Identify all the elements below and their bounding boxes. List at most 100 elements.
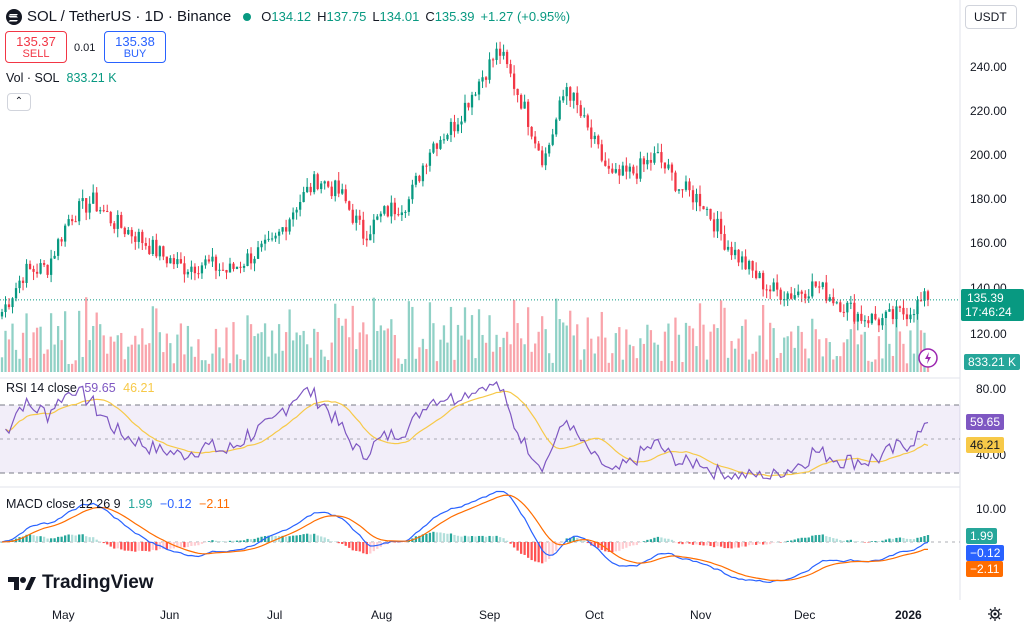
- volume-bar: [684, 322, 688, 372]
- candle: [242, 265, 246, 268]
- volume-bar: [151, 306, 154, 372]
- macd-hist-bar: [611, 542, 614, 553]
- time-tick: May: [52, 608, 75, 622]
- macd-hist-bar: [762, 542, 765, 545]
- volume-bar: [783, 337, 786, 372]
- volume-bar: [811, 318, 814, 372]
- candle: [4, 304, 7, 312]
- volume-bar: [807, 358, 810, 372]
- candle: [846, 302, 849, 313]
- candle: [670, 164, 674, 173]
- volume-bar: [649, 330, 653, 372]
- volume-bar: [207, 363, 211, 372]
- macd-hist-bar: [116, 542, 119, 549]
- volume-bar: [4, 330, 7, 372]
- macd-hist-bar: [534, 542, 537, 562]
- candle: [590, 127, 593, 140]
- candle: [635, 173, 639, 179]
- macd-hist-bar: [190, 542, 193, 546]
- candle: [839, 302, 842, 312]
- candle: [663, 162, 667, 169]
- volume-bar: [856, 344, 859, 372]
- macd-hist-bar: [740, 542, 744, 547]
- macd-hist-bar: [302, 534, 305, 542]
- macd-hist-bar: [839, 540, 842, 542]
- time-tick: Aug: [371, 608, 393, 622]
- candle: [491, 59, 495, 61]
- volume-bar: [467, 339, 470, 372]
- volume-bar: [113, 341, 116, 372]
- candle: [891, 309, 895, 320]
- volume-bar: [0, 357, 4, 372]
- rsi-legend-value: 59.65: [84, 381, 116, 395]
- volume-bar: [772, 328, 775, 372]
- macd-hist-bar: [779, 542, 782, 543]
- macd-hist-bar: [719, 542, 723, 547]
- volume-bar: [281, 350, 284, 372]
- volume-bar: [590, 338, 593, 372]
- buy-button[interactable]: 135.38 BUY: [104, 31, 166, 63]
- volume-bar: [386, 328, 389, 372]
- macd-hist-bar: [821, 534, 824, 542]
- candle: [614, 169, 617, 173]
- macd-hist-bar: [877, 541, 881, 542]
- volume-bar: [821, 356, 824, 372]
- volume-bar: [832, 359, 835, 372]
- candle: [558, 100, 561, 120]
- macd-hist-bar: [214, 540, 218, 542]
- candle: [155, 239, 158, 257]
- candle: [786, 293, 789, 300]
- candle: [691, 190, 695, 203]
- symbol-title[interactable]: SOL / TetherUS · 1D · Binance: [27, 8, 232, 25]
- candle: [127, 229, 130, 235]
- volume-bar: [127, 346, 130, 372]
- macd-hist-bar: [400, 542, 403, 543]
- macd-hist-bar: [597, 542, 600, 548]
- candle: [109, 211, 112, 224]
- candle: [611, 168, 614, 173]
- candle: [621, 165, 624, 176]
- candle: [341, 189, 344, 194]
- macd-hist-bar: [537, 542, 540, 563]
- candle: [653, 153, 656, 163]
- volume-bar: [477, 309, 481, 372]
- macd-hist-bar: [625, 542, 628, 548]
- volume-bar: [134, 335, 137, 372]
- tradingview-logo[interactable]: TradingView: [8, 572, 154, 594]
- macd-hist-bar: [470, 536, 474, 542]
- volume-bar: [246, 315, 249, 372]
- volume-bar: [99, 324, 102, 372]
- macd-hist-bar: [811, 535, 814, 542]
- candle: [912, 314, 916, 316]
- volume-bar: [256, 333, 260, 372]
- currency-select[interactable]: USDT: [965, 5, 1017, 29]
- volume-bar: [537, 331, 540, 372]
- volume-bar: [397, 358, 400, 372]
- sell-button[interactable]: 135.37 SELL: [5, 31, 67, 63]
- macd-hist-bar: [516, 542, 519, 551]
- volume-bar: [825, 338, 828, 372]
- candle: [218, 269, 221, 271]
- macd-hist-bar: [330, 541, 333, 542]
- volume-bar: [712, 324, 716, 372]
- volume-bar: [169, 343, 172, 372]
- macd-hist-bar: [572, 536, 575, 542]
- candle: [783, 299, 786, 301]
- volume-bar: [88, 340, 91, 372]
- candle: [523, 101, 526, 109]
- macd-hist-bar: [505, 540, 509, 542]
- candle: [618, 169, 621, 176]
- macd-hist-bar: [863, 542, 866, 543]
- candle: [284, 227, 288, 232]
- volume-bar: [600, 311, 603, 372]
- candle: [179, 259, 183, 264]
- volume-bar: [719, 300, 723, 372]
- macd-hist-bar: [909, 539, 912, 542]
- collapse-legend-button[interactable]: ⌃: [7, 93, 31, 111]
- candle: [762, 272, 765, 290]
- settings-gear-icon[interactable]: [988, 607, 1002, 621]
- volume-bar: [46, 349, 49, 372]
- macd-hist-bar: [186, 542, 190, 548]
- candle: [902, 307, 905, 315]
